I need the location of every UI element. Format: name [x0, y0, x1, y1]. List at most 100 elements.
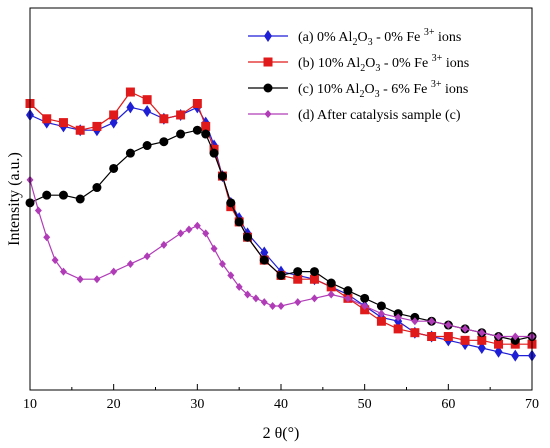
data-point [277, 301, 285, 310]
data-point [159, 137, 169, 147]
data-point [260, 298, 268, 307]
data-point [209, 148, 219, 158]
data-point [444, 321, 452, 330]
data-point [293, 267, 303, 277]
data-point [495, 332, 503, 341]
ticks-layer: 10 20 30 40 50 60 70 [23, 384, 539, 412]
data-point [125, 148, 135, 158]
legend-item-1: (b) 10% Al2O3 - 0% Fe 3+ ions [248, 53, 469, 74]
data-point [361, 301, 369, 310]
data-point [126, 259, 134, 268]
data-point [177, 229, 185, 238]
data-point [461, 324, 469, 333]
legend-label: (a) 0% Al2O3 - 0% Fe 3+ ions [298, 27, 461, 48]
data-point [160, 240, 168, 249]
legend-label: (c) 10% Al2O3 - 6% Fe 3+ ions [298, 79, 468, 100]
data-point [217, 171, 227, 181]
data-point [477, 335, 487, 345]
data-point [201, 129, 211, 139]
data-point [42, 114, 52, 124]
x-tick-label: 60 [441, 397, 455, 412]
series-2 [25, 125, 537, 345]
data-point [142, 95, 152, 105]
legend-label: (b) 10% Al2O3 - 0% Fe 3+ ions [298, 53, 469, 74]
legend-item-2: (c) 10% Al2O3 - 6% Fe 3+ ions [248, 79, 468, 100]
x-tick-label: 30 [190, 397, 204, 412]
data-point [159, 114, 169, 124]
legend-marker [264, 30, 272, 42]
y-axis-label: Intensity (a.u.) [6, 152, 23, 246]
data-point [244, 290, 252, 299]
data-point [511, 332, 519, 341]
data-point [109, 116, 118, 129]
data-point [193, 221, 201, 230]
data-point [293, 274, 303, 284]
data-point [327, 290, 335, 299]
data-point [51, 256, 59, 265]
x-axis-label: 2 θ(°) [263, 425, 300, 442]
x-tick-label: 70 [525, 397, 539, 412]
data-point [344, 294, 352, 303]
data-point [34, 206, 42, 215]
data-point [125, 87, 135, 97]
data-point [376, 316, 386, 326]
data-point [294, 298, 302, 307]
series-line-0 [29, 106, 532, 357]
data-point [226, 198, 236, 208]
x-tick-label: 50 [358, 397, 372, 412]
data-point [376, 301, 386, 311]
data-point [218, 259, 226, 268]
data-point [42, 190, 52, 200]
legend-marker [264, 110, 272, 118]
data-point [176, 110, 186, 120]
data-point [309, 274, 319, 284]
data-point [109, 110, 119, 120]
data-point [443, 332, 453, 342]
legend-marker [263, 83, 273, 93]
data-point [227, 271, 235, 280]
x-tick-label: 10 [23, 397, 37, 412]
data-point [58, 118, 68, 128]
data-point [428, 317, 436, 326]
data-point [76, 275, 84, 284]
data-point [377, 309, 385, 318]
data-point [259, 255, 269, 265]
data-point [58, 190, 68, 200]
x-tick-label: 40 [274, 397, 288, 412]
series-line-3 [29, 179, 532, 338]
data-point [110, 267, 118, 276]
data-point [126, 101, 135, 114]
data-point [411, 317, 419, 326]
data-point [269, 301, 277, 310]
data-point [143, 252, 151, 261]
data-point [202, 229, 210, 238]
data-point [394, 313, 402, 322]
data-point [59, 267, 67, 276]
data-point [393, 324, 403, 334]
data-point [93, 275, 101, 284]
data-point [185, 225, 193, 234]
series-layer [25, 87, 537, 362]
data-point [360, 293, 370, 303]
data-point [252, 294, 260, 303]
legend-item-3: (d) After catalysis sample (c) [248, 108, 461, 123]
data-point [478, 328, 486, 337]
data-point [427, 332, 437, 342]
data-point [460, 335, 470, 345]
series-3 [26, 175, 536, 341]
data-point [260, 246, 269, 259]
data-point [210, 244, 218, 253]
data-point [235, 282, 243, 291]
data-point [276, 270, 286, 280]
data-point [494, 345, 503, 358]
data-point [176, 129, 186, 139]
legend-label: (d) After catalysis sample (c) [298, 108, 461, 123]
data-point [192, 99, 202, 108]
data-point [343, 286, 353, 296]
data-point [309, 267, 319, 277]
data-point [243, 232, 253, 242]
data-point [326, 278, 336, 288]
data-point [192, 125, 202, 135]
series-0 [26, 101, 536, 362]
